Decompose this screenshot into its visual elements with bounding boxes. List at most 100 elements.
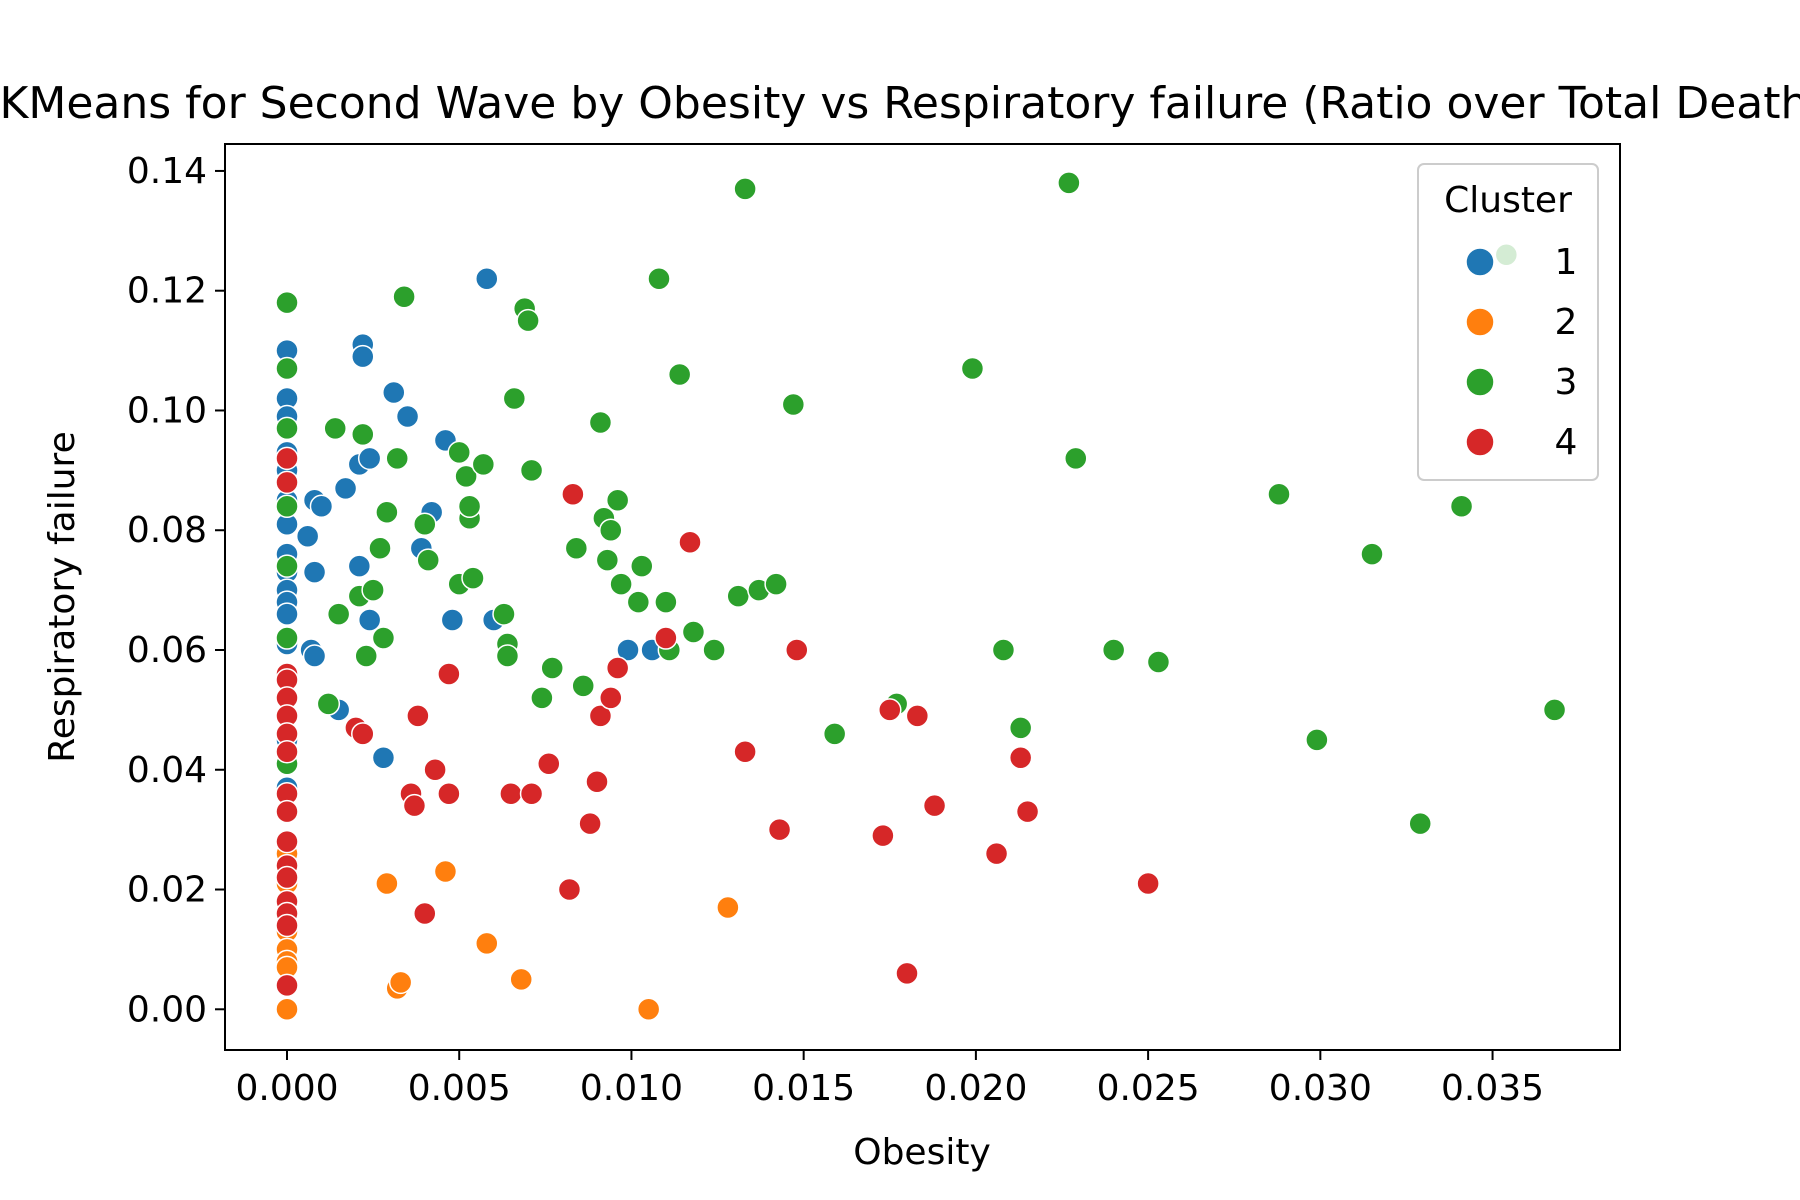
data-point-cluster-3 — [492, 602, 516, 626]
data-point-cluster-3 — [516, 308, 540, 333]
data-point-cluster-1 — [302, 644, 327, 668]
data-point-cluster-3 — [354, 644, 378, 668]
data-point-cluster-3 — [588, 410, 613, 435]
data-point-cluster-3 — [609, 572, 633, 596]
data-point-cluster-1 — [395, 404, 420, 429]
data-point-cluster-3 — [605, 488, 630, 513]
legend-items: 1 2 3 4 — [1465, 242, 1578, 463]
x-tick-label: 0.005 — [408, 1068, 511, 1109]
data-point-cluster-1 — [371, 746, 396, 770]
data-point-cluster-2 — [475, 931, 499, 956]
x-tick-label: 0.035 — [1441, 1068, 1544, 1109]
data-point-cluster-4 — [654, 626, 678, 650]
data-point-cluster-4 — [402, 793, 427, 818]
data-point-cluster-3 — [447, 440, 471, 465]
legend: Cluster 1 2 3 4 — [1417, 163, 1599, 481]
y-tick-label: 0.10 — [127, 390, 207, 431]
data-point-cluster-3 — [457, 494, 482, 519]
data-point-cluster-4 — [406, 704, 430, 728]
data-point-cluster-3 — [726, 584, 750, 608]
data-point-cluster-1 — [357, 446, 382, 471]
y-tick-label: 0.04 — [127, 750, 207, 791]
data-point-cluster-4 — [785, 638, 809, 662]
data-point-cluster-3 — [351, 422, 375, 447]
legend-marker-cluster-2 — [1465, 307, 1495, 337]
data-point-cluster-4 — [499, 781, 523, 806]
data-point-cluster-4 — [1015, 799, 1040, 824]
data-point-cluster-4 — [922, 793, 947, 818]
data-point-cluster-3 — [1408, 811, 1432, 836]
data-points — [275, 171, 1567, 1022]
data-point-cluster-3 — [323, 416, 347, 441]
data-point-cluster-4 — [678, 530, 702, 554]
data-point-cluster-4 — [585, 769, 609, 794]
data-point-cluster-3 — [1449, 494, 1474, 519]
data-point-cluster-3 — [1360, 542, 1384, 566]
data-point-cluster-3 — [275, 494, 299, 519]
x-tick-label: 0.015 — [752, 1068, 855, 1109]
data-point-cluster-4 — [905, 704, 930, 728]
data-point-cluster-3 — [630, 554, 654, 578]
data-point-cluster-1 — [475, 266, 499, 291]
data-point-cluster-4 — [275, 799, 299, 824]
data-point-cluster-1 — [309, 494, 334, 519]
data-point-cluster-4 — [984, 841, 1009, 866]
data-point-cluster-4 — [561, 482, 585, 507]
data-point-cluster-4 — [413, 901, 437, 926]
y-tick-label: 0.00 — [127, 989, 207, 1030]
data-point-cluster-3 — [316, 692, 341, 716]
x-tick-label: 0.025 — [1097, 1068, 1200, 1109]
x-tick-label: 0.020 — [924, 1068, 1027, 1109]
data-point-cluster-4 — [275, 829, 299, 854]
y-tick-label: 0.14 — [127, 151, 207, 192]
data-point-cluster-3 — [392, 284, 416, 309]
y-tick-label: 0.08 — [127, 510, 207, 551]
data-point-cluster-1 — [351, 344, 375, 369]
data-point-cluster-3 — [626, 590, 651, 614]
data-point-cluster-4 — [351, 722, 375, 746]
data-point-cluster-3 — [764, 572, 788, 596]
legend-label-cluster-3: 3 — [1555, 362, 1578, 403]
data-point-cluster-4 — [275, 913, 299, 938]
data-point-cluster-3 — [530, 686, 554, 710]
data-point-cluster-3 — [1064, 446, 1088, 471]
data-point-cluster-3 — [454, 464, 478, 489]
data-point-cluster-4 — [557, 877, 582, 902]
data-point-cluster-4 — [1136, 871, 1160, 896]
data-point-cluster-3 — [1267, 482, 1291, 507]
data-point-cluster-4 — [767, 817, 792, 842]
data-point-cluster-3 — [822, 722, 847, 746]
data-point-cluster-3 — [564, 536, 589, 560]
y-axis-label: Respiratory failure — [42, 431, 83, 762]
data-point-cluster-3 — [571, 674, 595, 698]
data-point-cluster-4 — [437, 662, 461, 686]
data-point-cluster-1 — [616, 638, 640, 662]
data-point-cluster-3 — [599, 518, 623, 542]
data-point-cluster-3 — [368, 536, 392, 560]
data-point-cluster-4 — [519, 781, 544, 806]
data-point-cluster-3 — [461, 566, 485, 590]
y-tick-label: 0.12 — [127, 271, 207, 312]
data-point-cluster-2 — [275, 997, 299, 1022]
data-point-cluster-3 — [371, 626, 396, 650]
data-point-cluster-4 — [588, 704, 613, 728]
data-point-cluster-4 — [537, 752, 561, 776]
data-point-cluster-3 — [1305, 728, 1329, 752]
chart-title: KMeans for Second Wave by Obesity vs Res… — [0, 78, 1800, 129]
x-axis-label: Obesity — [853, 1132, 991, 1173]
data-point-cluster-2 — [716, 895, 740, 920]
data-point-cluster-4 — [275, 865, 299, 890]
legend-marker-cluster-1 — [1465, 247, 1495, 277]
data-point-cluster-3 — [375, 500, 399, 525]
data-point-cluster-4 — [578, 811, 602, 836]
data-point-cluster-4 — [895, 961, 919, 986]
data-point-cluster-1 — [357, 608, 382, 632]
data-point-cluster-4 — [878, 698, 902, 722]
data-point-cluster-3 — [275, 554, 299, 578]
data-point-cluster-4 — [605, 656, 630, 680]
data-point-cluster-3 — [495, 644, 520, 668]
data-point-cluster-3 — [385, 446, 409, 471]
data-point-cluster-1 — [382, 380, 406, 405]
data-point-cluster-3 — [275, 416, 299, 441]
